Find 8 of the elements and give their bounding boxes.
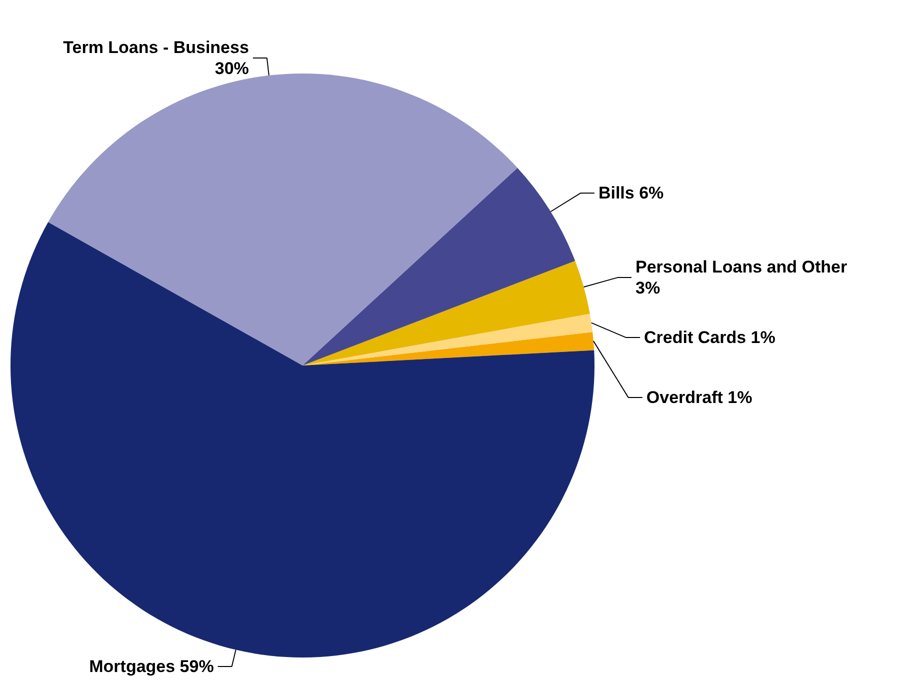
data-label: 3% bbox=[635, 278, 660, 298]
slice-label: Credit Cards 1% bbox=[644, 328, 776, 348]
slice-label: Bills 6% bbox=[598, 184, 664, 203]
slice-label: Mortgages 59% bbox=[89, 657, 214, 676]
slice-label: Term Loans - Business bbox=[63, 38, 249, 58]
data-label: 30% bbox=[214, 58, 249, 78]
slice-label: Overdraft 1% bbox=[646, 388, 752, 408]
slice-label: Personal Loans and Other bbox=[635, 258, 848, 277]
